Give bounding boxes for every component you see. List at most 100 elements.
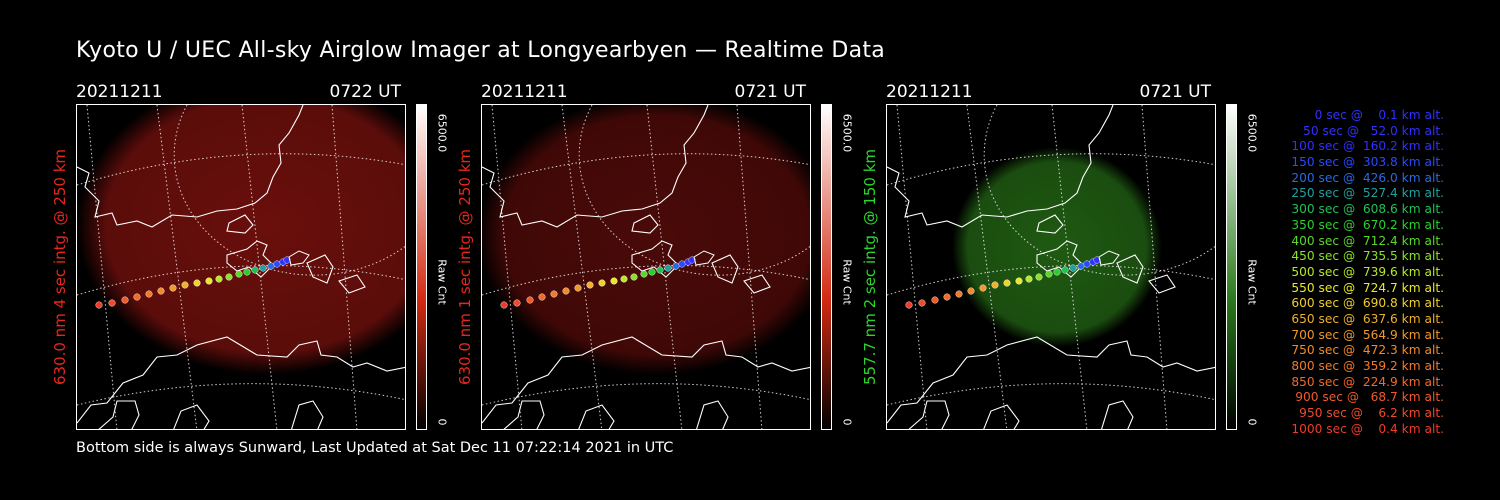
image-panel-2: 20211211 0721 UT 630.0 nm 1 sec intg. @ … xyxy=(456,82,861,432)
colorbar-min: 0 xyxy=(840,418,854,426)
panel-date: 20211211 xyxy=(886,82,973,102)
colorbar-min-wrap: 0 xyxy=(1242,414,1262,430)
panel-side-label-wrap: 630.0 nm 1 sec intg. @ 250 km xyxy=(453,104,477,430)
lat-lon-gridline xyxy=(77,265,405,296)
legend-row: 1000 sec @ 0.4 km alt. xyxy=(1291,421,1444,436)
legend-row: 250 sec @ 527.4 km alt. xyxy=(1287,186,1444,201)
panel-side-label-wrap: 557.7 nm 2 sec intg. @ 150 km xyxy=(858,104,882,430)
page-title: Kyoto U / UEC All-sky Airglow Imager at … xyxy=(76,38,886,63)
island-outline xyxy=(693,250,715,266)
lat-lon-gridline xyxy=(561,105,603,429)
trajectory-point xyxy=(1003,279,1011,287)
panel-date: 20211211 xyxy=(481,82,568,102)
trajectory-point xyxy=(169,284,177,292)
footer-note: Bottom side is always Sunward, Last Upda… xyxy=(76,440,674,456)
coastline xyxy=(291,400,324,429)
trajectory-point xyxy=(967,287,975,295)
trajectory-point xyxy=(1077,262,1085,270)
colorbar xyxy=(821,104,832,430)
allsky-map xyxy=(481,104,811,430)
colorbar-unit: Raw Cnt xyxy=(840,259,854,305)
allsky-map xyxy=(76,104,406,430)
lat-lon-gridline xyxy=(578,105,810,276)
colorbar-max-wrap: 6500.0 xyxy=(837,104,857,162)
colorbar-max-wrap: 6500.0 xyxy=(1242,104,1262,162)
trajectory-point xyxy=(1045,270,1053,278)
legend-row: 700 sec @ 564.9 km alt. xyxy=(1287,327,1444,342)
coastline xyxy=(306,254,334,284)
airglow-field xyxy=(952,147,1162,347)
lat-lon-gridline xyxy=(736,105,763,429)
trajectory-point xyxy=(259,264,267,272)
trajectory-point xyxy=(610,277,618,285)
coastline xyxy=(98,400,140,429)
coastline xyxy=(1116,254,1144,284)
map-drawing xyxy=(887,105,1215,429)
coastline xyxy=(578,404,615,429)
legend-row: 550 sec @ 724.7 km alt. xyxy=(1287,280,1444,295)
trajectory-point xyxy=(550,290,558,298)
trajectory-point xyxy=(664,264,672,272)
trajectory-point xyxy=(955,290,963,298)
trajectory-point xyxy=(598,279,606,287)
coastline xyxy=(743,274,771,294)
lat-lon-gridline xyxy=(241,105,278,429)
panel-side-label: 557.7 nm 2 sec intg. @ 150 km xyxy=(861,148,879,386)
map-drawing xyxy=(77,105,405,429)
lat-lon-gridline xyxy=(1051,105,1088,429)
panel-side-label: 630.0 nm 1 sec intg. @ 250 km xyxy=(456,148,474,386)
panel-time: 0722 UT xyxy=(329,82,402,102)
lat-lon-gridline xyxy=(966,105,1008,429)
panel-time: 0721 UT xyxy=(734,82,807,102)
trajectory-point xyxy=(1053,268,1061,276)
trajectory-point xyxy=(95,301,103,309)
trajectory-point xyxy=(918,299,926,307)
colorbar-unit-wrap: Raw Cnt xyxy=(1242,242,1262,322)
trajectory-point xyxy=(235,270,243,278)
coastline xyxy=(173,404,210,429)
colorbar-max-wrap: 6500.0 xyxy=(432,104,452,162)
image-panel-1: 20211211 0722 UT 630.0 nm 4 sec intg. @ … xyxy=(51,82,456,432)
trajectory-point xyxy=(193,279,201,287)
trajectory-point xyxy=(991,281,999,289)
trajectory-point xyxy=(215,275,223,283)
trajectory-point xyxy=(931,296,939,304)
trajectory-point xyxy=(688,256,696,264)
colorbar-max: 6500.0 xyxy=(1245,113,1259,153)
trajectory-point xyxy=(1035,273,1043,281)
legend-row: 500 sec @ 739.6 km alt. xyxy=(1287,264,1444,279)
lat-lon-gridline xyxy=(491,105,523,429)
trajectory-point xyxy=(1069,264,1077,272)
panel-date: 20211211 xyxy=(76,82,163,102)
trajectory-point xyxy=(678,260,686,268)
colorbar-unit: Raw Cnt xyxy=(1245,259,1259,305)
legend-row: 350 sec @ 670.2 km alt. xyxy=(1287,217,1444,232)
colorbar-min-wrap: 0 xyxy=(432,414,452,430)
colorbar xyxy=(416,104,427,430)
lat-lon-gridline xyxy=(331,105,358,429)
legend-row: 650 sec @ 637.6 km alt. xyxy=(1287,311,1444,326)
coastline xyxy=(77,336,405,424)
trajectory-point xyxy=(251,266,259,274)
trajectory-point xyxy=(979,284,987,292)
coastline xyxy=(983,404,1020,429)
lat-lon-gridline xyxy=(482,153,810,186)
coastline xyxy=(696,400,729,429)
coastline xyxy=(226,214,254,234)
lat-lon-gridline xyxy=(482,383,810,406)
lat-lon-gridline xyxy=(896,105,928,429)
colorbar-min-wrap: 0 xyxy=(837,414,857,430)
coastline xyxy=(503,400,545,429)
coastline xyxy=(482,105,709,228)
trajectory-point xyxy=(273,260,281,268)
trajectory-point xyxy=(538,293,546,301)
trajectory-point xyxy=(1061,266,1069,274)
colorbar-unit-wrap: Raw Cnt xyxy=(432,242,452,322)
allsky-map xyxy=(886,104,1216,430)
lat-lon-gridline xyxy=(173,105,405,276)
panel-side-label-wrap: 630.0 nm 4 sec intg. @ 250 km xyxy=(48,104,72,430)
trajectory-point xyxy=(586,281,594,289)
trajectory-point xyxy=(620,275,628,283)
trajectory-point xyxy=(905,301,913,309)
trajectory-point xyxy=(267,262,275,270)
